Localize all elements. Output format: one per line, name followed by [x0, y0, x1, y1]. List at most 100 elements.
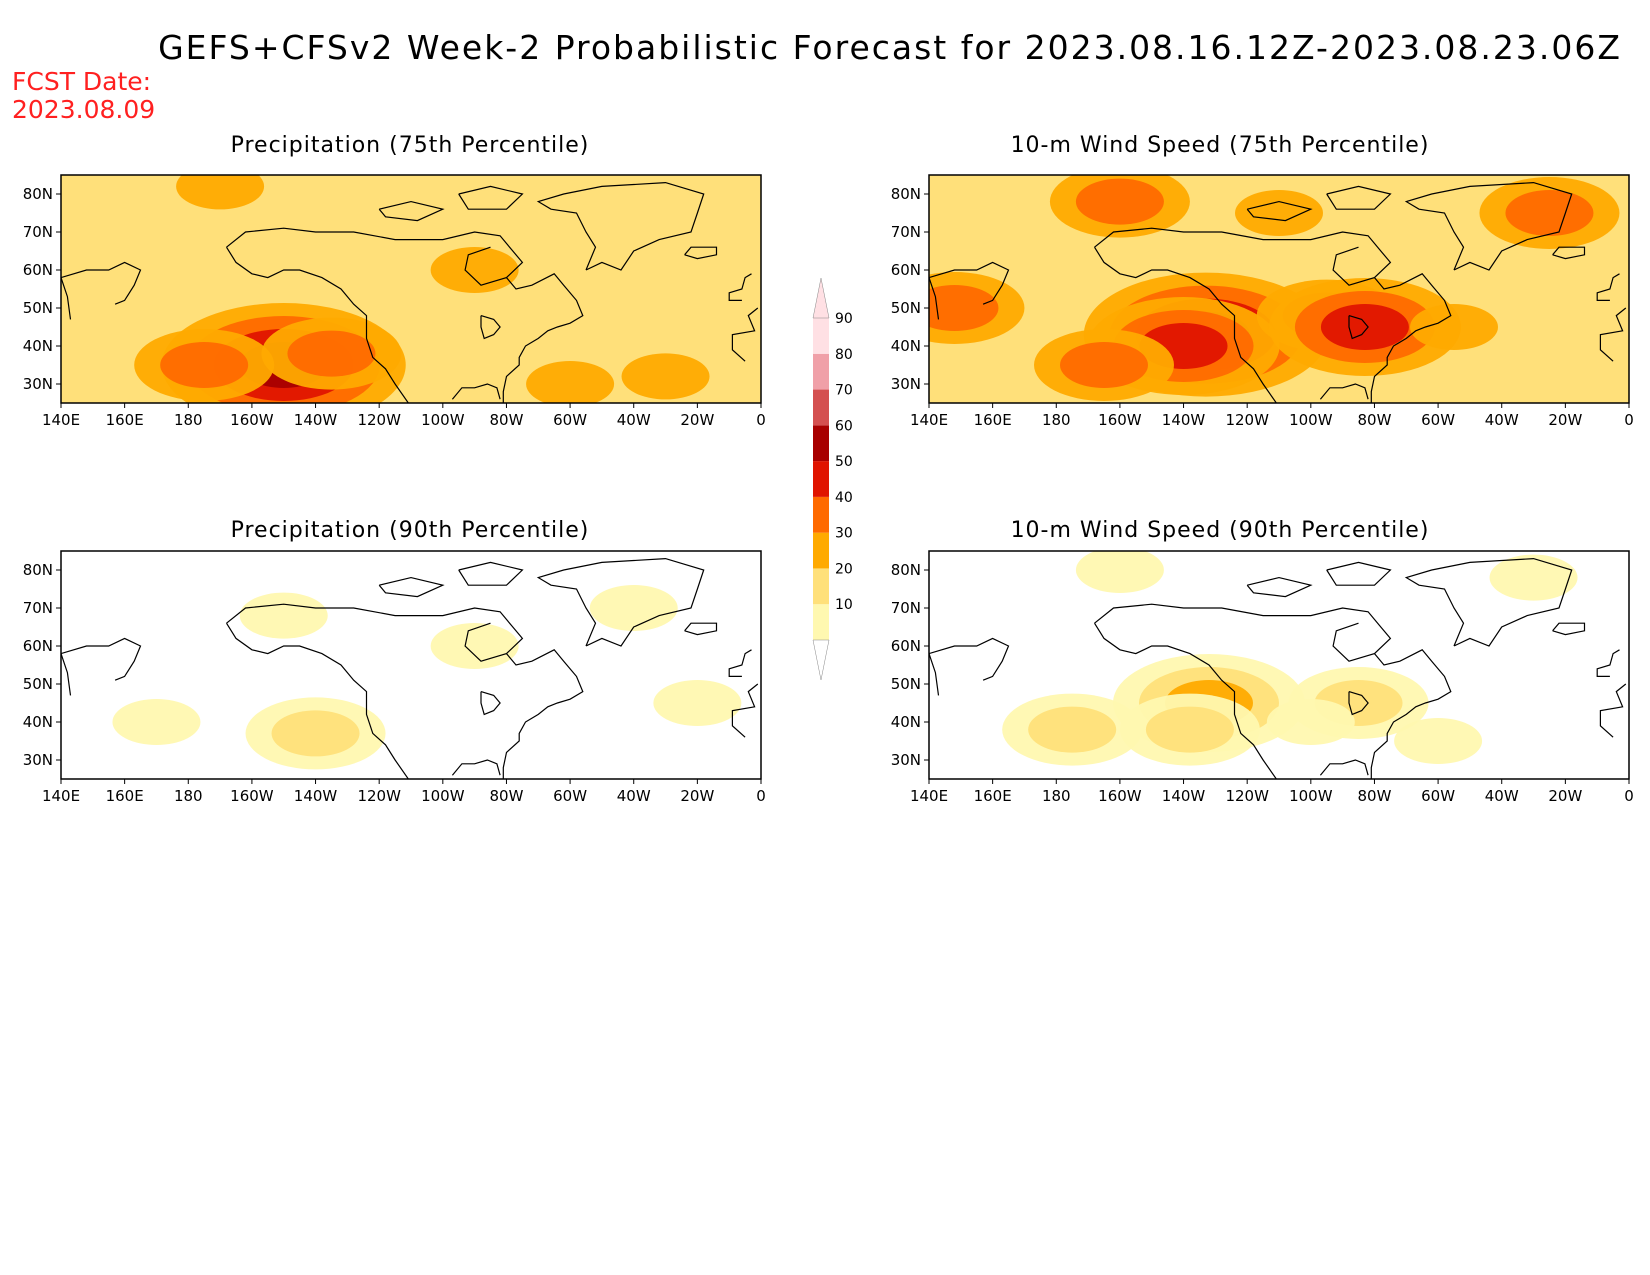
coastline [1246, 576, 1313, 598]
x-tick-label: 100W [1289, 787, 1333, 805]
coastline [1370, 273, 1452, 403]
coastline [1552, 622, 1586, 636]
colorbar-swatch [813, 425, 829, 462]
main-title: GEFS+CFSv2 Week-2 Probabilistic Forecast… [158, 28, 1622, 67]
coastline [1599, 683, 1627, 738]
y-tick-label: 60N [891, 637, 921, 655]
y-tick-label: 40N [891, 713, 921, 731]
probability-blob [1320, 304, 1409, 350]
x-tick-label: 80W [1357, 411, 1391, 429]
probability-blob [1075, 551, 1164, 593]
shading-wind-75 [929, 175, 1629, 403]
y-tick-label: 40N [23, 713, 53, 731]
x-tick-label: 40W [1485, 787, 1519, 805]
coastline [378, 576, 445, 598]
coastline [226, 603, 524, 662]
probability-blob [1075, 178, 1164, 225]
x-tick-label: 100W [421, 787, 465, 805]
coastline [1326, 561, 1392, 586]
y-tick-label: 30N [891, 751, 921, 769]
coastline [480, 315, 501, 340]
coastline [226, 227, 524, 286]
y-tick-label: 80N [891, 185, 921, 203]
x-tick-label: 80W [1357, 787, 1391, 805]
probability-blob [430, 623, 519, 669]
coastline [1246, 200, 1313, 222]
coastline [502, 273, 584, 403]
coastline [929, 261, 1010, 320]
coastline [536, 557, 705, 647]
x-tick-label: 160W [1098, 787, 1142, 805]
x-tick-label: 140E [910, 787, 948, 805]
y-tick-label: 50N [891, 675, 921, 693]
colorbar-swatch [813, 604, 829, 640]
y-tick-label: 30N [23, 375, 53, 393]
probability-blob [1060, 342, 1148, 388]
colorbar-label: 10 [835, 597, 853, 613]
coastline [1326, 185, 1392, 210]
panel-frame [928, 174, 1630, 404]
colorbar-swatch [813, 496, 829, 533]
x-tick-label: 120W [357, 787, 401, 805]
coastline [451, 383, 501, 400]
coastline [1348, 315, 1369, 340]
x-tick-label: 140W [294, 411, 338, 429]
probability-blob [160, 342, 249, 388]
x-tick-label: 60W [1421, 787, 1455, 805]
colorbar-label: 30 [835, 526, 853, 542]
coastline [1094, 227, 1392, 286]
coastline [458, 561, 524, 586]
probability-blob [929, 285, 999, 331]
colorbar-label: 90 [835, 311, 853, 327]
probability-blob [287, 330, 376, 377]
y-tick-label: 40N [891, 337, 921, 355]
x-tick-label: 60W [553, 787, 587, 805]
x-tick-label: 160E [974, 787, 1012, 805]
x-tick-label: 40W [617, 787, 651, 805]
y-tick-label: 60N [891, 261, 921, 279]
x-tick-label: 80W [489, 411, 523, 429]
shading-wind-90 [929, 551, 1627, 779]
y-tick-label: 60N [23, 261, 53, 279]
forecast-date-value: 2023.08.09 [12, 95, 156, 124]
map-panel-wind-75: 140E 160E 180 160W 140W 120W 100W 80W 60W 40W 20W 0… [891, 174, 1634, 429]
x-tick-label: 160W [1098, 411, 1142, 429]
x-tick-label: 160E [106, 787, 144, 805]
map-panel-precip-90: 140E 160E 180 160W 140W 120W 100W 80W 60W 40W 20W 0… [23, 550, 766, 805]
map-panel-wind-90: 140E 160E 180 160W 140W 120W 100W 80W 60W 40W 20W 0… [891, 550, 1634, 805]
colorbar-label: 70 [835, 383, 853, 399]
probability-blob [621, 353, 710, 400]
coastline [1093, 246, 1278, 403]
x-tick-label: 0 [1624, 411, 1634, 429]
x-tick-label: 40W [1485, 411, 1519, 429]
x-tick-label: 180 [1042, 411, 1071, 429]
coastline [684, 622, 718, 636]
probability-blob [112, 699, 201, 745]
colorbar-arrow-bottom [812, 639, 830, 681]
coastline [731, 683, 759, 738]
y-tick-label: 50N [23, 299, 53, 317]
x-tick-label: 160E [974, 411, 1012, 429]
x-tick-label: 80W [489, 787, 523, 805]
probability-blob [1266, 699, 1355, 745]
probability-blob [526, 361, 615, 403]
x-tick-label: 20W [680, 787, 714, 805]
x-tick-label: 120W [357, 411, 401, 429]
coastline [1596, 649, 1620, 678]
map-panel-precip-75: 140E 160E 180 160W 140W 120W 100W 80W 60W 40W 20W 0… [23, 174, 766, 429]
y-tick-label: 80N [23, 185, 53, 203]
probability-blob [1394, 718, 1483, 764]
probability-blob [1145, 706, 1234, 753]
x-tick-label: 120W [1225, 787, 1269, 805]
coastline [451, 759, 501, 776]
y-tick-label: 70N [23, 223, 53, 241]
y-tick-label: 60N [23, 637, 53, 655]
y-tick-label: 30N [23, 751, 53, 769]
x-tick-label: 160E [106, 411, 144, 429]
x-tick-label: 40W [617, 411, 651, 429]
x-tick-label: 0 [756, 411, 766, 429]
probability-blob [1028, 706, 1117, 753]
coastline [1552, 246, 1586, 260]
coastline [1370, 649, 1452, 779]
x-tick-label: 160W [230, 787, 274, 805]
